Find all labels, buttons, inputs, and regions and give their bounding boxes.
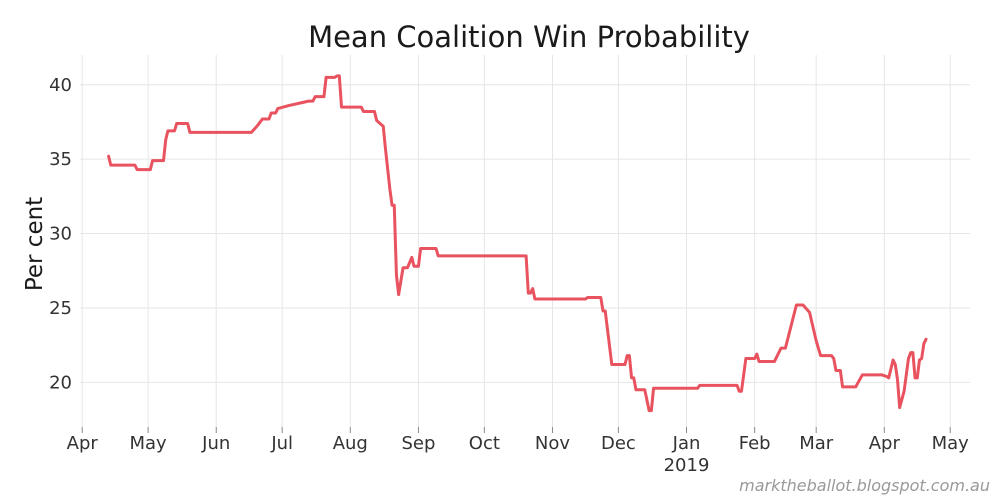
y-tick-label: 25 (49, 298, 72, 319)
x-tick-label: Apr (869, 433, 901, 454)
x-tick-label: Mar (799, 433, 834, 454)
x-tick-label: Jan (672, 433, 701, 454)
x-tick-label: May (932, 433, 970, 454)
x-tick-label: Nov (535, 433, 570, 454)
x-tick-sublabel: 2019 (664, 455, 710, 476)
x-tick-label: Dec (601, 433, 636, 454)
y-tick-label: 20 (49, 372, 72, 393)
x-tick-label: Sep (401, 433, 435, 454)
chart-title: Mean Coalition Win Probability (308, 20, 750, 54)
x-tick-label: Feb (739, 433, 771, 454)
credit-text: marktheballot.blogspot.com.au (739, 476, 990, 495)
x-tick-label: Oct (469, 433, 500, 454)
y-axis-label: Per cent (22, 197, 48, 291)
y-tick-label: 30 (49, 224, 72, 245)
x-tick-label: Jul (270, 433, 293, 454)
x-tick-label: Jun (201, 433, 230, 454)
series-layer (107, 74, 928, 413)
y-axis-ticks: 20 25 30 35 40 (49, 75, 72, 394)
y-tick-label: 35 (49, 149, 72, 170)
x-tick-label: Apr (67, 433, 99, 454)
y-tick-label: 40 (49, 75, 72, 96)
series-line (107, 74, 928, 413)
x-tick-label: May (130, 433, 168, 454)
x-tick-label: Aug (333, 433, 368, 454)
